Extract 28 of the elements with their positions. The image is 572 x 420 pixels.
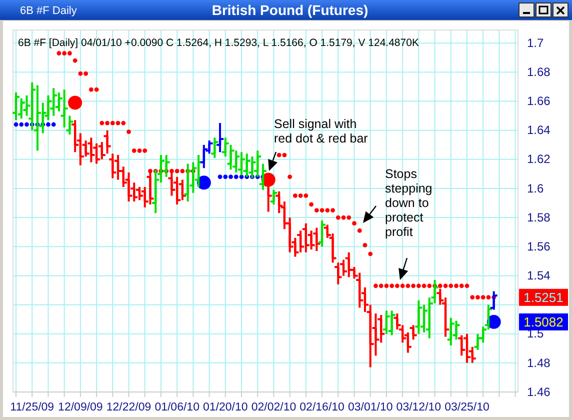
y-tick-label: 1.56: [527, 239, 551, 254]
x-tick-label: 03/12/10: [396, 401, 442, 414]
text: 1.5082: [524, 314, 564, 330]
y-tick-label: 1.58: [527, 210, 551, 224]
y-tick-label: 1.54: [527, 268, 551, 283]
x-tick-label: 02/02/10: [251, 401, 296, 414]
annotation: Sell signal with red dot & red bar: [274, 117, 368, 146]
y-tick-label: 1.46: [527, 384, 551, 399]
x-tick-label: 03/01/10: [348, 401, 393, 414]
x-tick-label: 11/25/09: [10, 401, 54, 414]
y-tick-label: 1.64: [527, 123, 551, 138]
y-tick-label: 1.62: [527, 152, 551, 166]
y-tick-label: 1.66: [527, 94, 551, 108]
chart-title: British Pound (Futures): [212, 2, 368, 18]
x-tick-label: 02/16/10: [300, 401, 344, 414]
x-tick-label: 12/22/09: [106, 401, 152, 414]
text: 1.5251: [524, 290, 564, 305]
y-tick-label: 1.48: [527, 356, 551, 370]
y-tick-label: 1.68: [527, 65, 551, 79]
y-tick-label: 1.6: [527, 181, 544, 196]
annotation: 6B #F [Daily] 04/01/10 +0.0090 C 1.5264, H 1.5293, L 1.5166, O 1.5179, V 124.4870K: [18, 37, 419, 49]
annotation: Stops stepping down to protect profit: [385, 167, 432, 239]
chart-subtitle: 6B #F Daily: [20, 5, 78, 17]
y-tick-label: 1.7: [527, 36, 544, 50]
x-tick-label: 01/20/10: [203, 401, 248, 414]
x-tick-label: 03/25/10: [444, 401, 490, 414]
x-tick-label: 01/06/10: [154, 401, 200, 414]
x-tick-label: 12/09/09: [58, 401, 103, 414]
